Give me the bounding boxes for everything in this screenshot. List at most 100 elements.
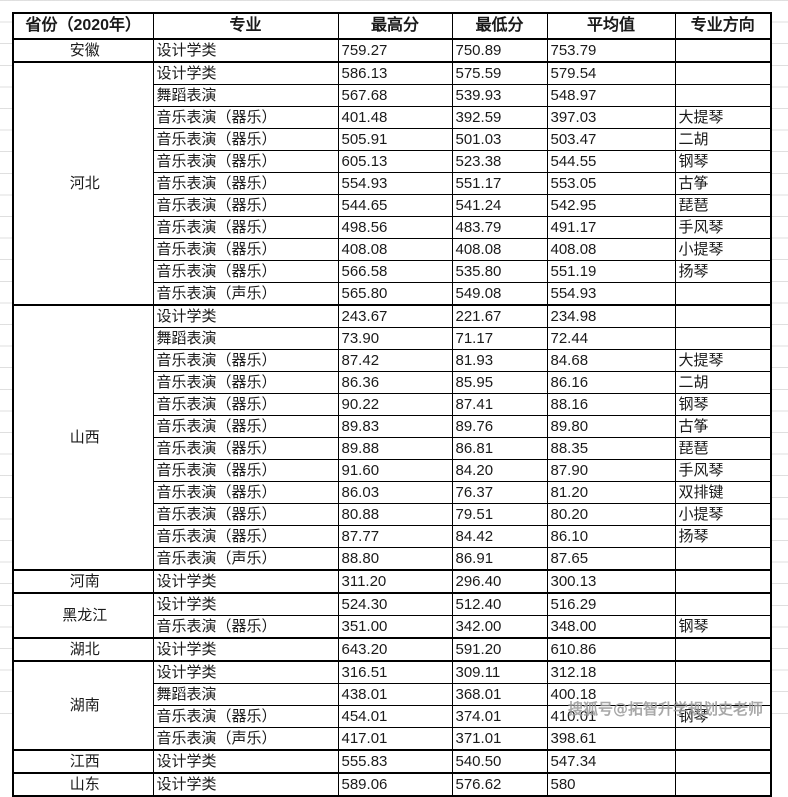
- max-score-cell: 86.03: [337, 481, 453, 504]
- province-cell: 山东: [12, 772, 154, 797]
- direction-cell: 钢琴: [674, 615, 772, 639]
- average-score-cell: 408.08: [546, 238, 676, 261]
- major-cell: 音乐表演（器乐）: [152, 459, 339, 482]
- table-row: 音乐表演（器乐） 408.08 408.08 408.08 小提琴: [13, 238, 772, 261]
- min-score-cell: 84.42: [451, 525, 548, 548]
- average-score-cell: 87.65: [546, 547, 676, 571]
- major-cell: 音乐表演（器乐）: [152, 393, 339, 416]
- table-row: 音乐表演（器乐） 605.13 523.38 544.55 钢琴: [13, 150, 772, 173]
- max-score-cell: 88.80: [337, 547, 453, 571]
- min-score-cell: 512.40: [451, 592, 548, 616]
- table-row: 音乐表演（器乐） 87.77 84.42 86.10 扬琴: [13, 525, 772, 548]
- province-cell: 江西: [12, 749, 154, 774]
- max-score-cell: 80.88: [337, 503, 453, 526]
- major-cell: 舞蹈表演: [152, 327, 339, 350]
- average-score-cell: 397.03: [546, 106, 676, 129]
- table-row: 黑龙江 设计学类 524.30 512.40 516.29: [12, 592, 772, 639]
- province-cell: 安徽: [12, 38, 154, 63]
- major-cell: 音乐表演（器乐）: [152, 216, 339, 239]
- column-header-min-score: 最低分: [451, 12, 548, 40]
- table-row: 音乐表演（器乐） 505.91 501.03 503.47 二胡: [13, 128, 772, 151]
- max-score-cell: 438.01: [337, 683, 453, 706]
- major-cell: 音乐表演（器乐）: [152, 150, 339, 173]
- max-score-cell: 87.42: [337, 349, 453, 372]
- major-cell: 音乐表演（声乐）: [152, 282, 339, 306]
- max-score-cell: 311.20: [337, 569, 453, 594]
- average-score-cell: 81.20: [546, 481, 676, 504]
- major-cell: 音乐表演（器乐）: [152, 106, 339, 129]
- min-score-cell: 540.50: [451, 749, 548, 774]
- average-score-cell: 554.93: [546, 282, 676, 306]
- min-score-cell: 535.80: [451, 260, 548, 283]
- max-score-cell: 554.93: [337, 172, 453, 195]
- table-row: 音乐表演（器乐） 91.60 84.20 87.90 手风琴: [13, 459, 772, 482]
- min-score-cell: 750.89: [451, 38, 548, 63]
- major-cell: 音乐表演（器乐）: [152, 525, 339, 548]
- direction-cell: 扬琴: [674, 260, 772, 283]
- max-score-cell: 566.58: [337, 260, 453, 283]
- major-cell: 设计学类: [152, 637, 339, 662]
- min-score-cell: 87.41: [451, 393, 548, 416]
- direction-cell: [674, 61, 772, 85]
- max-score-cell: 555.83: [337, 749, 453, 774]
- major-cell: 音乐表演（器乐）: [152, 349, 339, 372]
- direction-cell: [674, 749, 772, 774]
- direction-cell: [674, 660, 772, 684]
- average-score-cell: 544.55: [546, 150, 676, 173]
- major-cell: 音乐表演（器乐）: [152, 705, 339, 728]
- direction-cell: 钢琴: [674, 393, 772, 416]
- major-cell: 设计学类: [152, 749, 339, 774]
- table-row: 音乐表演（器乐） 89.83 89.76 89.80 古筝: [13, 415, 772, 438]
- max-score-cell: 91.60: [337, 459, 453, 482]
- major-cell: 设计学类: [152, 592, 339, 616]
- direction-cell: 古筝: [674, 415, 772, 438]
- max-score-cell: 454.01: [337, 705, 453, 728]
- direction-cell: 大提琴: [674, 349, 772, 372]
- min-score-cell: 86.81: [451, 437, 548, 460]
- direction-cell: 扬琴: [674, 525, 772, 548]
- major-cell: 设计学类: [152, 38, 339, 63]
- table-row: 音乐表演（器乐） 454.01 374.01 410.01 钢琴: [13, 705, 772, 728]
- min-score-cell: 85.95: [451, 371, 548, 394]
- average-score-cell: 400.18: [546, 683, 676, 706]
- table-row: 山东 设计学类 589.06 576.62 580: [12, 772, 772, 797]
- average-score-cell: 87.90: [546, 459, 676, 482]
- major-cell: 音乐表演（器乐）: [152, 238, 339, 261]
- direction-cell: [674, 282, 772, 306]
- direction-cell: 古筝: [674, 172, 772, 195]
- direction-cell: 钢琴: [674, 150, 772, 173]
- major-cell: 音乐表演（器乐）: [152, 371, 339, 394]
- table-row: 音乐表演（器乐） 498.56 483.79 491.17 手风琴: [13, 216, 772, 239]
- max-score-cell: 605.13: [337, 150, 453, 173]
- direction-cell: [674, 547, 772, 571]
- direction-cell: 手风琴: [674, 216, 772, 239]
- province-cell: 山西: [12, 304, 154, 571]
- max-score-cell: 86.36: [337, 371, 453, 394]
- admission-scores-table: 省份（2020年） 专业 最高分 最低分 平均值 专业方向 安徽 设计学类 759.…: [12, 12, 772, 797]
- column-header-max-score: 最高分: [337, 12, 453, 40]
- max-score-cell: 316.51: [337, 660, 453, 684]
- major-cell: 音乐表演（器乐）: [152, 415, 339, 438]
- min-score-cell: 575.59: [451, 61, 548, 85]
- max-score-cell: 73.90: [337, 327, 453, 350]
- min-score-cell: 374.01: [451, 705, 548, 728]
- province-cell: 湖南: [12, 660, 154, 751]
- major-cell: 音乐表演（器乐）: [152, 615, 339, 639]
- min-score-cell: 86.91: [451, 547, 548, 571]
- min-score-cell: 309.11: [451, 660, 548, 684]
- min-score-cell: 551.17: [451, 172, 548, 195]
- max-score-cell: 90.22: [337, 393, 453, 416]
- direction-cell: [674, 592, 772, 616]
- table-row: 山西 设计学类 243.67 221.67 234.98: [12, 304, 772, 571]
- min-score-cell: 81.93: [451, 349, 548, 372]
- average-score-cell: 553.05: [546, 172, 676, 195]
- direction-cell: 琵琶: [674, 194, 772, 217]
- direction-cell: [674, 304, 772, 328]
- max-score-cell: 565.80: [337, 282, 453, 306]
- direction-cell: 二胡: [674, 128, 772, 151]
- max-score-cell: 351.00: [337, 615, 453, 639]
- average-score-cell: 88.16: [546, 393, 676, 416]
- average-score-cell: 503.47: [546, 128, 676, 151]
- max-score-cell: 408.08: [337, 238, 453, 261]
- min-score-cell: 71.17: [451, 327, 548, 350]
